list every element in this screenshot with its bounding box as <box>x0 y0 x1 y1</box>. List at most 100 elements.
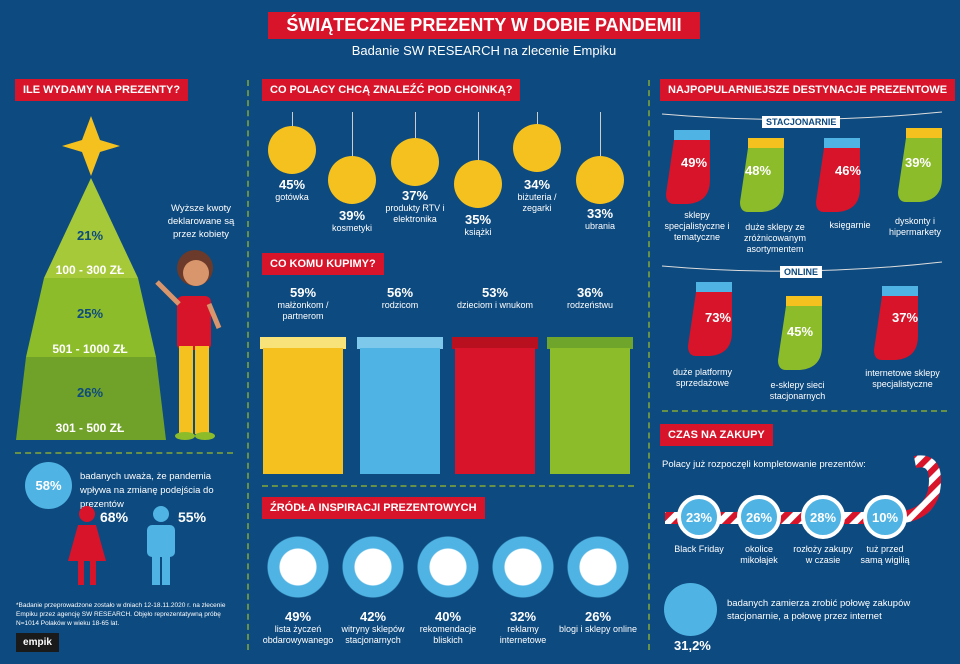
timing-label: rozłoży zakupy w czasie <box>793 544 853 565</box>
divider <box>15 452 233 454</box>
online-label: ONLINE <box>780 266 823 278</box>
sock <box>816 138 860 212</box>
split-pct: 31,2% <box>674 638 711 653</box>
wish-item: 37% produkty RTV i elektronika <box>385 188 445 224</box>
star-icon <box>62 116 120 176</box>
sock-pct: 39% <box>905 155 932 170</box>
divider <box>247 80 249 650</box>
gift-box <box>263 348 343 474</box>
cash-icon <box>268 126 316 174</box>
empik-logo: empik <box>16 633 59 652</box>
male-icon <box>147 506 175 585</box>
cosmetics-icon <box>328 156 376 204</box>
tree-tier-3 <box>16 357 166 440</box>
pandemic-text: badanych uważa, że pandemia wpływa na zm… <box>80 471 214 510</box>
section-header-wish: CO POLACY CHCĄ ZNALEŹĆ POD CHOINKĄ? <box>262 79 521 101</box>
woman-illustration <box>155 250 222 440</box>
divider <box>262 485 634 487</box>
whom-item: 36% rodzeństwu <box>566 285 614 310</box>
socks-illustration <box>661 111 943 370</box>
men-pct: 55% <box>178 509 207 525</box>
tree-tier-2 <box>26 278 156 357</box>
inspiration-item: 40% rekomendacje bliskich <box>419 609 477 645</box>
inspiration-item: 42% witryny sklepów stacjonarnych <box>341 609 405 645</box>
female-icon <box>68 506 106 585</box>
sock-pct: 49% <box>681 155 708 170</box>
wish-item: 33% ubrania <box>584 206 616 231</box>
section-header-timing: CZAS NA ZAKUPY <box>660 424 773 446</box>
snowflakes <box>263 532 638 607</box>
gift-lid <box>452 337 538 349</box>
christmas-tree <box>16 116 166 440</box>
gift-box <box>455 348 535 474</box>
pandemic-pct-badge: 58% <box>25 462 72 509</box>
section-header-inspiration: ŹRÓDŁA INSPIRACJI PREZENTOWYCH <box>262 497 485 519</box>
sock <box>688 282 732 356</box>
women-note: Wyższe kwoty deklarowane są przez kobiet… <box>167 203 235 240</box>
whom-item: 56% rodzicom <box>381 285 419 310</box>
subtitle: Badanie SW RESEARCH na zlecenie Empiku <box>351 43 617 58</box>
sock-label: e-sklepy sieci stacjonarnych <box>769 380 826 401</box>
gift-box <box>360 348 440 474</box>
sock-label: dyskonty i hipermarkety <box>888 216 942 237</box>
timing-circle: 28% <box>801 495 845 539</box>
wish-item: 34% biżuteria / zegarki <box>517 177 557 213</box>
gift-box <box>550 348 630 474</box>
timing-intro: Polacy już rozpoczęli kompletowanie prez… <box>662 459 866 470</box>
section-header-whom: CO KOMU KUPIMY? <box>262 253 384 275</box>
basket-icon <box>563 532 633 602</box>
sock-label: internetowe sklepy specjalistyczne <box>865 368 940 389</box>
timing-circle: 10% <box>863 495 907 539</box>
sock-label: duże sklepy ze zróżnicowanym asortymente… <box>743 222 807 254</box>
sock-pct: 45% <box>787 324 814 339</box>
wish-item: 45% gotówka <box>275 177 309 202</box>
wishlist-icon <box>263 532 333 602</box>
split-text: badanych zamierza zrobić połowę zakupów … <box>727 598 911 622</box>
whom-item: 53% dzieciom i wnukom <box>456 285 534 310</box>
tier-pct: 21% <box>76 228 104 243</box>
whom-item: 59% małżonkom / partnerom <box>277 285 329 321</box>
tree-tier-1 <box>44 178 138 278</box>
sock <box>778 296 822 370</box>
divider <box>648 80 650 650</box>
sock <box>898 128 942 202</box>
section-header-destinations: NAJPOPULARNIEJSZE DESTYNACJE PREZENTOWE <box>660 79 956 101</box>
divider <box>662 410 947 412</box>
sock <box>740 138 784 212</box>
timing-label: tuż przed samą wigilią <box>860 544 910 565</box>
sock-label: sklepy specjalistyczne i tematyczne <box>664 210 730 242</box>
sock-label: duże platformy sprzedażowe <box>672 367 733 388</box>
tier-range: 501 - 1000 ZŁ <box>52 342 128 356</box>
timing-label: Black Friday <box>674 544 724 554</box>
timing-label: okolice mikołajek <box>740 544 778 565</box>
gift-lid <box>357 337 443 349</box>
gift-lid <box>260 337 346 349</box>
section-header-spend: ILE WYDAMY NA PREZENTY? <box>15 79 189 101</box>
wish-item: 35% książki <box>464 212 492 237</box>
inspiration-item: 26% blogi i sklepy online <box>558 609 638 634</box>
sock-pct: 48% <box>745 163 772 178</box>
diamond-icon <box>513 124 561 172</box>
women-pct: 68% <box>100 509 129 525</box>
tier-range: 100 - 300 ZŁ <box>55 263 125 277</box>
gift-lid <box>547 337 633 349</box>
storefront-icon <box>338 532 408 602</box>
sock-pct: 37% <box>892 310 919 325</box>
wish-item: 39% kosmetyki <box>331 208 372 233</box>
tier-range: 301 - 500 ZŁ <box>55 421 125 435</box>
monitor-icon <box>391 138 439 186</box>
dress-icon <box>576 156 624 204</box>
inspiration-item: 49% lista życzeń obdarowywanego <box>262 609 334 645</box>
chat-icon <box>413 532 483 602</box>
title-banner: ŚWIĄTECZNE PREZENTY W DOBIE PANDEMII <box>268 12 700 39</box>
tier-pct: 25% <box>76 306 104 321</box>
laptop-icon <box>488 532 558 602</box>
tier-pct: 26% <box>76 385 104 400</box>
timing-circle: 26% <box>737 495 781 539</box>
sock-pct: 46% <box>835 163 862 178</box>
sock-pct: 73% <box>705 310 732 325</box>
book-icon <box>454 160 502 208</box>
timing-circle: 23% <box>677 495 721 539</box>
inspiration-item: 32% reklamy internetowe <box>499 609 547 645</box>
sock-label: księgarnie <box>829 220 871 230</box>
